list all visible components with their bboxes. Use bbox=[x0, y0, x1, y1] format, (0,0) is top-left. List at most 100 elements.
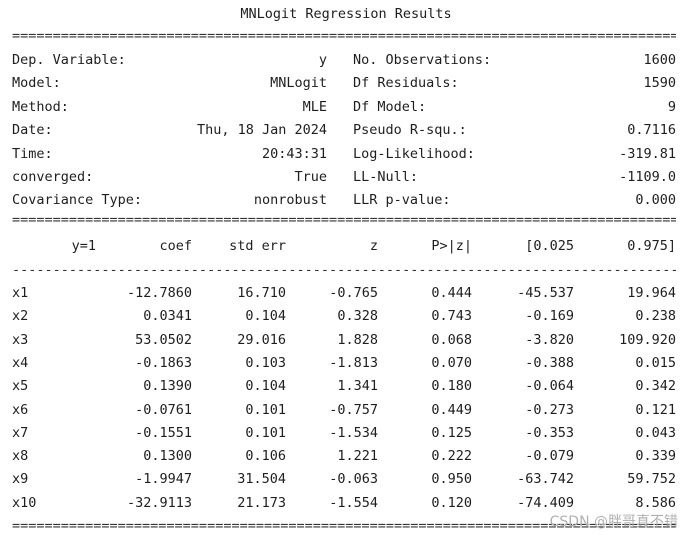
table-cell: -0.169 bbox=[525, 308, 574, 325]
table-cell: 0.070 bbox=[431, 354, 472, 371]
table-row: x7 -0.1551 0.101 -1.534 0.125 -0.353 0.043 bbox=[12, 424, 676, 442]
summary-left-label: Model: bbox=[12, 75, 61, 92]
table-cell: 0.125 bbox=[431, 424, 472, 441]
double-rule-top: ========================================… bbox=[12, 30, 676, 42]
table-cell: -0.063 bbox=[329, 471, 378, 488]
table-cell: 0.104 bbox=[245, 308, 286, 325]
table-cell: 0.106 bbox=[245, 448, 286, 465]
table-cell: 21.173 bbox=[237, 494, 286, 511]
table-cell: 31.504 bbox=[237, 471, 286, 488]
summary-left-label: Covariance Type: bbox=[12, 192, 143, 209]
table-cell: -0.1863 bbox=[135, 354, 192, 371]
table-cell: -12.7860 bbox=[126, 285, 192, 301]
summary-left-value: True bbox=[294, 169, 327, 185]
table-cell: -1.9947 bbox=[135, 471, 192, 488]
table-cell: 0.743 bbox=[431, 308, 472, 325]
table-row: x1 -12.7860 16.710 -0.765 0.444 -45.537 19.964 bbox=[12, 284, 676, 302]
table-cell: -0.064 bbox=[525, 378, 574, 395]
table-cell: -0.757 bbox=[329, 401, 378, 418]
summary-right-value: 1600 bbox=[643, 52, 676, 68]
table-row: x2 0.0341 0.104 0.328 0.743 -0.169 0.238 bbox=[12, 307, 676, 325]
table-cell: -45.537 bbox=[517, 285, 574, 301]
variable-name: x8 bbox=[12, 448, 29, 465]
header-cell: [0.025 bbox=[525, 238, 574, 254]
table-cell: -3.820 bbox=[525, 331, 574, 348]
table-row: x10 -32.9113 21.173 -1.554 0.120 -74.409 8.586 bbox=[12, 494, 676, 512]
table-cell: -74.409 bbox=[517, 494, 574, 511]
table-cell: 0.068 bbox=[431, 331, 472, 348]
table-cell: -0.353 bbox=[525, 424, 574, 441]
table-cell: 0.015 bbox=[635, 354, 676, 371]
table-cell: 29.016 bbox=[237, 331, 286, 348]
table-cell: -0.765 bbox=[329, 285, 378, 301]
table-cell: 1.828 bbox=[337, 331, 378, 348]
table-title: MNLogit Regression Results bbox=[240, 6, 452, 22]
header-cell: std err bbox=[229, 238, 286, 254]
header-cell: coef bbox=[159, 238, 192, 254]
table-cell: 0.238 bbox=[635, 308, 676, 325]
summary-row: Dep. Variable: y No. Observations: 1600 bbox=[12, 51, 676, 69]
table-cell: -0.1551 bbox=[135, 424, 192, 441]
table-cell: 8.586 bbox=[635, 494, 676, 511]
table-cell: 0.1390 bbox=[143, 378, 192, 395]
table-row: x4 -0.1863 0.103 -1.813 0.070 -0.388 0.015 bbox=[12, 354, 676, 372]
header-cell: P>|z| bbox=[431, 238, 472, 254]
variable-name: x4 bbox=[12, 354, 29, 371]
table-cell: 0.043 bbox=[635, 424, 676, 441]
table-cell: 0.121 bbox=[635, 401, 676, 418]
table-cell: 0.449 bbox=[431, 401, 472, 418]
variable-name: x2 bbox=[12, 308, 29, 325]
summary-right-value: 0.7116 bbox=[627, 122, 676, 139]
table-row: x3 53.0502 29.016 1.828 0.068 -3.820 109.920 bbox=[12, 331, 676, 349]
table-cell: 0.444 bbox=[431, 285, 472, 301]
table-cell: -0.0761 bbox=[135, 401, 192, 418]
summary-right-value: 1590 bbox=[643, 75, 676, 92]
summary-left-label: Date: bbox=[12, 122, 53, 139]
table-row: x5 0.1390 0.104 1.341 0.180 -0.064 0.342 bbox=[12, 377, 676, 395]
summary-left-label: Dep. Variable: bbox=[12, 52, 126, 68]
summary-row: converged: True LL-Null: -1109.0 bbox=[12, 168, 676, 186]
watermark: CSDN @胖哥真不错 bbox=[549, 514, 678, 530]
header-cell: y=1 bbox=[71, 238, 96, 254]
table-cell: 1.221 bbox=[337, 448, 378, 465]
header-cell: 0.975] bbox=[627, 238, 676, 254]
summary-right-value: -319.81 bbox=[619, 145, 676, 162]
summary-left-value: MLE bbox=[302, 98, 327, 115]
table-cell: -0.388 bbox=[525, 354, 574, 371]
summary-right-label: Log-Likelihood: bbox=[353, 145, 475, 162]
table-cell: 0.342 bbox=[635, 378, 676, 395]
summary-row: Covariance Type: nonrobust LLR p-value: 0.0… bbox=[12, 191, 676, 209]
variable-name: x7 bbox=[12, 424, 29, 441]
summary-row: Method: MLE Df Model: 9 bbox=[12, 98, 676, 116]
variable-name: x9 bbox=[12, 471, 29, 488]
variable-name: x5 bbox=[12, 378, 29, 395]
summary-left-label: Method: bbox=[12, 98, 69, 115]
summary-right-value: -1109.0 bbox=[619, 169, 676, 185]
table-cell: -0.079 bbox=[525, 448, 574, 465]
summary-right-label: No. Observations: bbox=[353, 52, 492, 68]
coef-header-row: y=1 coef std err z P>|z| [0.025 0.975] bbox=[12, 237, 676, 255]
summary-right-value: 9 bbox=[667, 98, 676, 115]
table-cell: -1.554 bbox=[329, 494, 378, 511]
table-row: x6 -0.0761 0.101 -0.757 0.449 -0.273 0.121 bbox=[12, 401, 676, 419]
table-cell: 0.101 bbox=[245, 401, 286, 418]
table-cell: 19.964 bbox=[627, 285, 676, 301]
summary-left-label: converged: bbox=[12, 169, 94, 185]
variable-name: x10 bbox=[12, 494, 37, 511]
table-cell: 53.0502 bbox=[135, 331, 192, 348]
table-cell: 0.180 bbox=[431, 378, 472, 395]
summary-left-label: Time: bbox=[12, 145, 53, 162]
summary-left-value: y bbox=[318, 52, 327, 68]
summary-right-label: Df Model: bbox=[353, 98, 427, 115]
table-cell: 0.339 bbox=[635, 448, 676, 465]
table-cell: 0.1300 bbox=[143, 448, 192, 465]
summary-right-label: LL-Null: bbox=[353, 169, 419, 185]
double-rule-middle: ========================================… bbox=[12, 214, 676, 226]
table-cell: 0.328 bbox=[337, 308, 378, 325]
table-cell: -63.742 bbox=[517, 471, 574, 488]
double-rule-bottom: ========================================… bbox=[12, 520, 676, 532]
summary-right-value: 0.000 bbox=[635, 192, 676, 209]
summary-left-value: 20:43:31 bbox=[261, 145, 327, 162]
table-cell: 109.920 bbox=[619, 331, 676, 348]
table-cell: 16.710 bbox=[237, 285, 286, 301]
